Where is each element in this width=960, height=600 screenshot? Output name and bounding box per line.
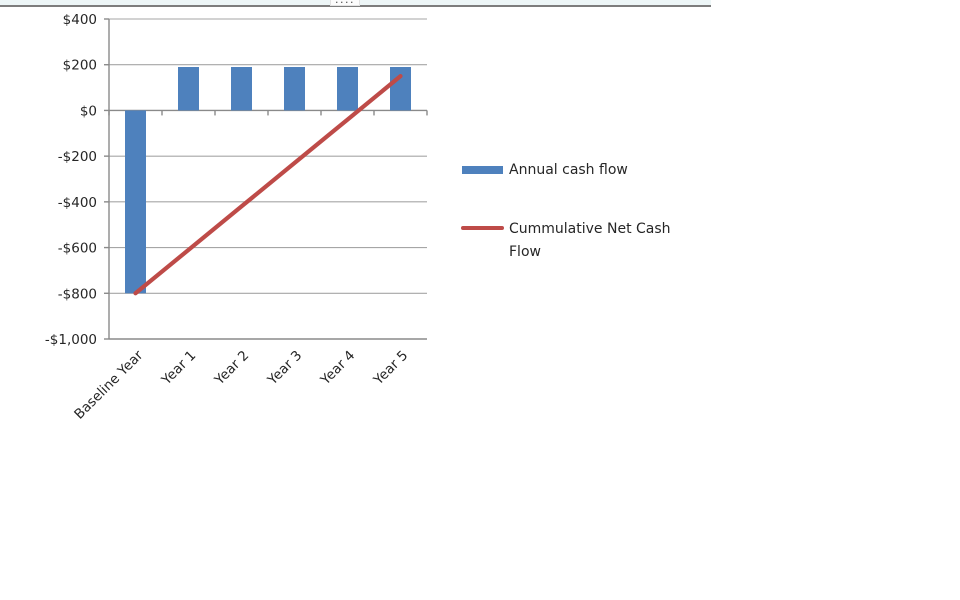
drag-handle-dots[interactable]: ····: [330, 0, 360, 9]
legend-item-cumulative-net-cash-flow[interactable]: Cummulative Net Cash Flow: [461, 218, 693, 264]
bar-year-1[interactable]: [178, 67, 199, 111]
bar-year-3[interactable]: [284, 67, 305, 111]
x-axis-tick-label: Baseline Year: [71, 347, 146, 422]
bar-year-5[interactable]: [390, 67, 411, 111]
bar-baseline-year[interactable]: [125, 110, 146, 294]
x-axis-tick-label: Year 3: [264, 348, 305, 389]
legend-label-annual: Annual cash flow: [509, 161, 628, 178]
x-axis-labels: Baseline Year Year 1 Year 2 Year 3 Year 4 Yea…: [71, 347, 411, 422]
legend-bar-swatch: [462, 166, 503, 174]
y-axis-tick-label: $200: [63, 58, 97, 74]
gridlines: $400 $200 $0 -$200 -$400 -$600 -$800 -$1,000: [45, 12, 427, 348]
cumulative-net-cash-flow-line[interactable]: [133, 74, 403, 296]
x-axis-tick-label: Year 1: [158, 348, 199, 389]
x-axis-tick-label: Year 5: [370, 348, 411, 389]
y-axis-tick-label: -$400: [58, 195, 97, 211]
y-axis-tick-label: -$200: [58, 149, 97, 165]
y-axis-tick-label: -$600: [58, 241, 97, 257]
y-axis-tick-label: $400: [63, 12, 97, 28]
bar-year-2[interactable]: [231, 67, 252, 111]
legend-label-cumulative: Cummulative Net Cash Flow: [509, 221, 671, 260]
y-axis-tick-label: $0: [80, 103, 97, 119]
bar-year-4[interactable]: [337, 67, 358, 111]
legend-item-annual-cash-flow[interactable]: Annual cash flow: [461, 160, 693, 180]
x-axis-tick-label: Year 4: [317, 348, 358, 389]
legend-line-swatch: [461, 226, 504, 230]
y-axis-tick-label: -$800: [58, 286, 97, 302]
y-axis-tick-label: -$1,000: [45, 332, 97, 348]
chart-legend: Annual cash flow Cummulative Net Cash Fl…: [461, 160, 693, 264]
x-axis-tick-label: Year 2: [211, 348, 252, 389]
drag-dots-glyph: ····: [335, 0, 355, 9]
